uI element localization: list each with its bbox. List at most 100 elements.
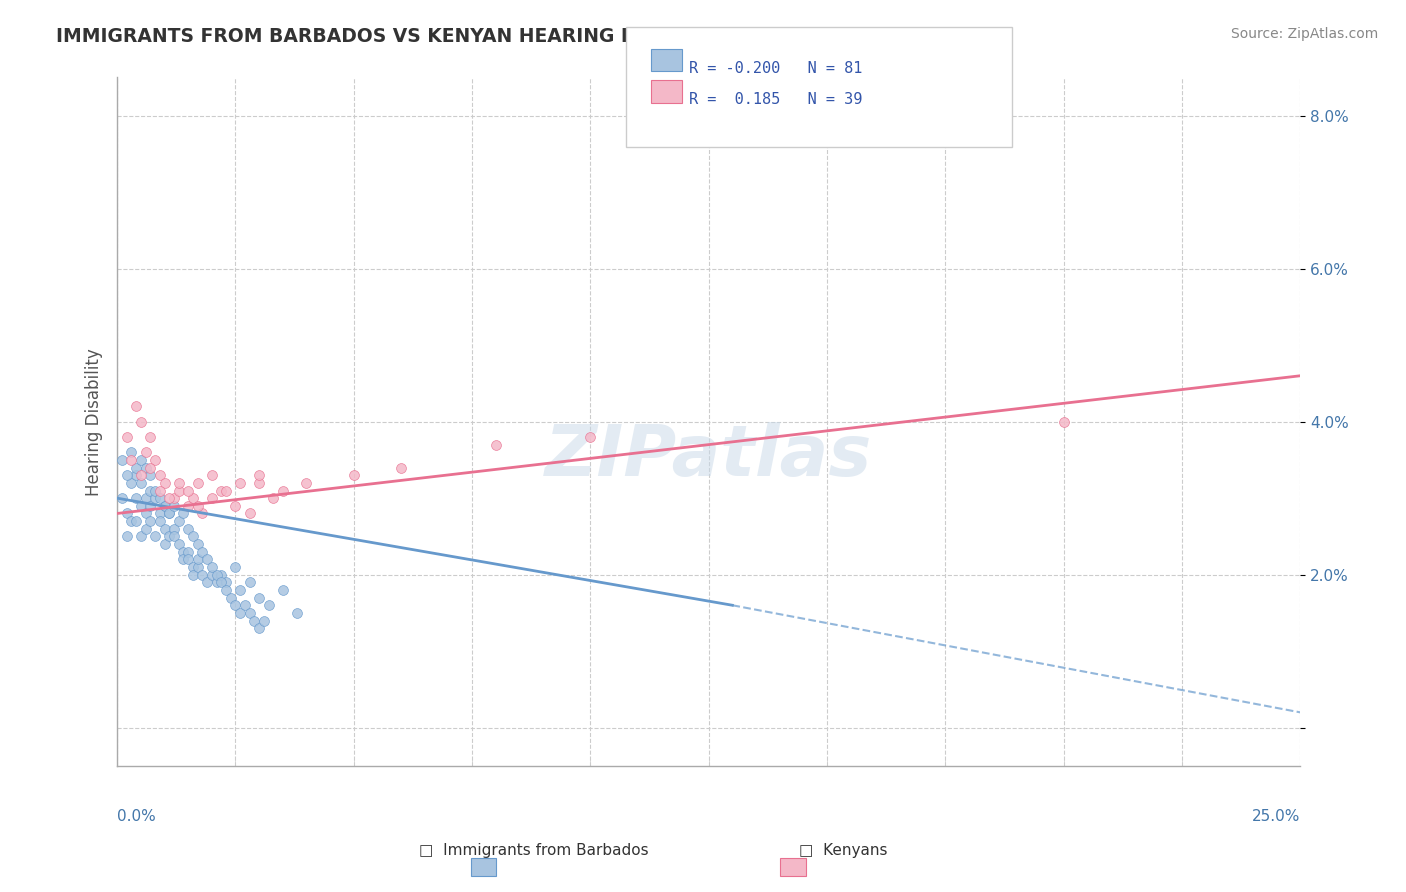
Text: 25.0%: 25.0% — [1251, 808, 1301, 823]
Point — [209, 575, 232, 590]
Point — [153, 537, 176, 551]
Point — [149, 491, 172, 505]
Point — [219, 591, 242, 605]
Point — [215, 582, 238, 597]
Point — [125, 400, 148, 414]
Point — [167, 537, 190, 551]
Text: IMMIGRANTS FROM BARBADOS VS KENYAN HEARING DISABILITY CORRELATION CHART: IMMIGRANTS FROM BARBADOS VS KENYAN HEARI… — [56, 27, 970, 45]
Point — [157, 507, 180, 521]
Point — [157, 507, 180, 521]
Point — [153, 475, 176, 490]
Point — [253, 614, 276, 628]
Point — [271, 582, 294, 597]
Text: ZIPatlas: ZIPatlas — [546, 422, 872, 491]
Point — [153, 522, 176, 536]
Point — [239, 507, 262, 521]
Point — [187, 560, 209, 574]
Point — [262, 491, 284, 505]
Point — [177, 545, 200, 559]
Point — [143, 491, 166, 505]
Point — [135, 491, 157, 505]
Point — [177, 483, 200, 498]
Point — [167, 483, 190, 498]
Point — [129, 453, 152, 467]
Point — [153, 499, 176, 513]
Point — [139, 468, 162, 483]
Point — [120, 445, 142, 459]
Point — [163, 522, 186, 536]
Point — [139, 430, 162, 444]
Point — [157, 529, 180, 543]
Point — [233, 599, 256, 613]
Point — [129, 475, 152, 490]
Point — [1052, 415, 1074, 429]
Point — [247, 468, 270, 483]
Point — [143, 483, 166, 498]
Point — [125, 514, 148, 528]
Point — [191, 507, 214, 521]
Point — [215, 575, 238, 590]
Point — [285, 606, 308, 620]
Point — [224, 560, 246, 574]
Point — [149, 507, 172, 521]
Point — [120, 475, 142, 490]
Point — [177, 499, 200, 513]
Point — [229, 606, 252, 620]
Point — [201, 567, 224, 582]
Point — [224, 499, 246, 513]
Point — [247, 475, 270, 490]
Point — [243, 614, 266, 628]
Point — [343, 468, 366, 483]
Text: R =  0.185   N = 39: R = 0.185 N = 39 — [689, 92, 862, 107]
Point — [139, 460, 162, 475]
Point — [224, 599, 246, 613]
Point — [135, 507, 157, 521]
Point — [172, 545, 194, 559]
Point — [129, 499, 152, 513]
Point — [201, 491, 224, 505]
Point — [257, 599, 280, 613]
Point — [163, 499, 186, 513]
Point — [125, 460, 148, 475]
Point — [111, 491, 134, 505]
Point — [191, 567, 214, 582]
Point — [125, 468, 148, 483]
Point — [115, 529, 138, 543]
Y-axis label: Hearing Disability: Hearing Disability — [86, 348, 103, 496]
Point — [135, 460, 157, 475]
Point — [139, 499, 162, 513]
Point — [195, 575, 218, 590]
Point — [181, 529, 204, 543]
Point — [153, 499, 176, 513]
Point — [205, 575, 228, 590]
Point — [485, 437, 508, 451]
Point — [135, 522, 157, 536]
Point — [205, 567, 228, 582]
Text: Source: ZipAtlas.com: Source: ZipAtlas.com — [1230, 27, 1378, 41]
Point — [115, 468, 138, 483]
Point — [120, 514, 142, 528]
Point — [181, 567, 204, 582]
Point — [143, 453, 166, 467]
Point — [579, 430, 602, 444]
Point — [149, 468, 172, 483]
Point — [135, 445, 157, 459]
Point — [167, 475, 190, 490]
Point — [181, 491, 204, 505]
Point — [177, 552, 200, 566]
Point — [187, 552, 209, 566]
Point — [129, 415, 152, 429]
Point — [187, 475, 209, 490]
Point — [181, 560, 204, 574]
Point — [201, 560, 224, 574]
Point — [177, 522, 200, 536]
Point — [163, 529, 186, 543]
Point — [229, 475, 252, 490]
Text: □  Immigrants from Barbados: □ Immigrants from Barbados — [419, 843, 650, 858]
Point — [129, 529, 152, 543]
Text: □  Kenyans: □ Kenyans — [800, 843, 887, 858]
Point — [139, 483, 162, 498]
Point — [247, 591, 270, 605]
Point — [115, 507, 138, 521]
Point — [187, 499, 209, 513]
